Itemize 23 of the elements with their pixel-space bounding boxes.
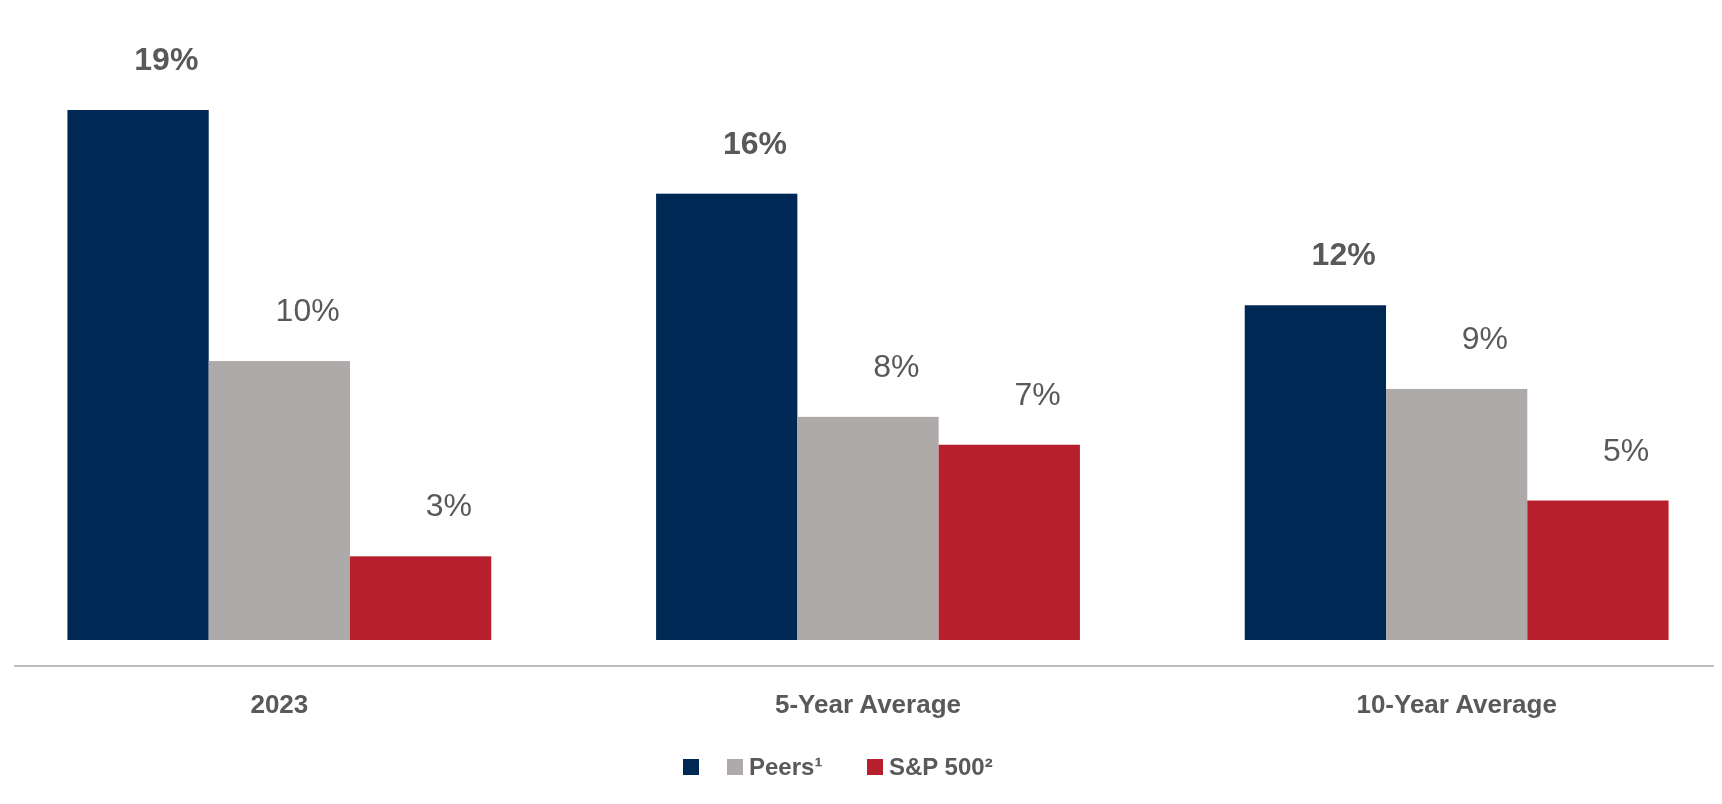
data-label: 9% xyxy=(1461,319,1509,356)
bar xyxy=(67,110,209,640)
bar xyxy=(1386,388,1528,640)
bar xyxy=(797,416,939,640)
legend-label: Peers¹ xyxy=(749,753,823,780)
bar xyxy=(1527,500,1669,640)
data-label: 8% xyxy=(873,347,920,384)
bar xyxy=(938,444,1080,640)
bar xyxy=(1244,305,1387,640)
data-label: 10% xyxy=(275,292,340,329)
bar xyxy=(349,556,492,640)
data-label: 5% xyxy=(1603,431,1650,468)
data-label: 19% xyxy=(134,41,199,77)
data-label: 12% xyxy=(1311,236,1376,273)
data-label: 7% xyxy=(1014,375,1061,412)
data-label: 16% xyxy=(722,124,787,161)
x-tick-label: 5-Year Average xyxy=(775,689,961,719)
bar xyxy=(656,193,798,640)
x-tick-label: 2023 xyxy=(250,689,309,719)
x-tick-label: 10-Year Average xyxy=(1356,689,1557,719)
bar xyxy=(208,361,350,640)
data-label: 3% xyxy=(425,487,472,524)
legend-label: S&P 500² xyxy=(889,753,993,780)
